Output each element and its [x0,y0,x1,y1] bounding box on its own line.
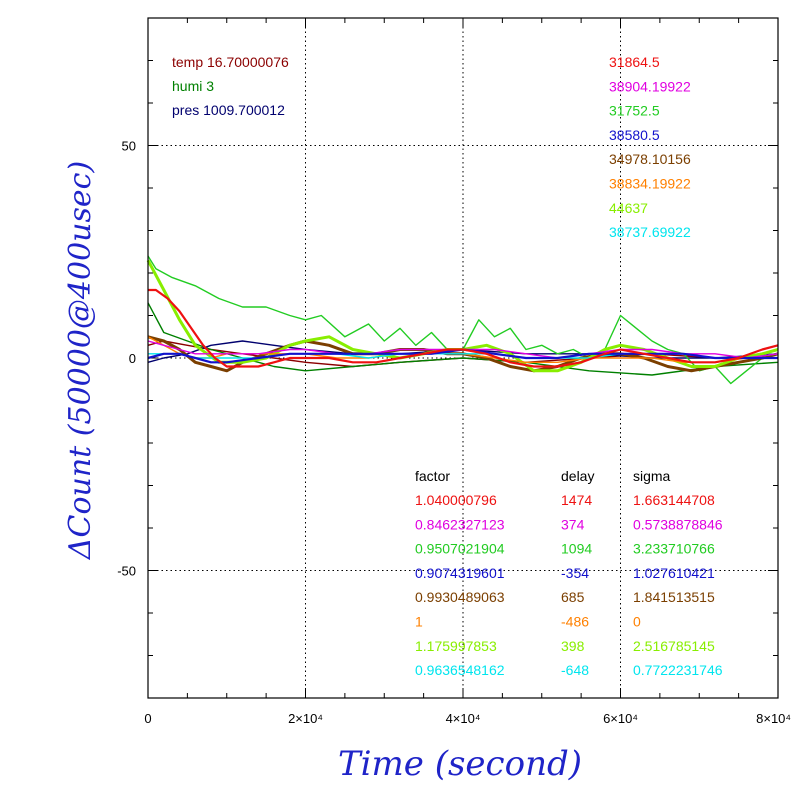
stats-sigma-6: 2.516785145 [633,638,715,654]
stats-delay-6: 398 [561,638,585,654]
stats-factor-7: 0.9636548162 [415,662,505,678]
stats-header-delay: delay [561,468,594,484]
stats-header-factor: factor [415,468,450,484]
x-tick-labels: 0 2×10⁴ 4×10⁴ 6×10⁴ 8×10⁴ [144,711,791,726]
stats-factor-0: 1.040000796 [415,492,497,508]
stats-sigma-2: 3.233710766 [633,541,715,557]
x-tick-label-0: 0 [144,711,151,726]
stats-factor-4: 0.9930489063 [415,589,505,605]
stats-sigma-1: 0.5738878846 [633,516,723,532]
reference-value-5: 38834.19922 [609,176,691,192]
y-tick-label-1: 0 [129,351,136,366]
reference-value-1: 38904.19922 [609,78,691,94]
reference-value-4: 34978.10156 [609,151,691,167]
stats-sigma-7: 0.7722231746 [633,662,723,678]
stats-delay-3: -354 [561,565,589,581]
x-tick-label-1: 2×10⁴ [288,711,323,726]
env-label-1: humi 3 [172,78,214,94]
x-tick-label-2: 4×10⁴ [446,711,481,726]
x-tick-label-4: 8×10⁴ [756,711,791,726]
reference-value-7: 38737.69922 [609,224,691,240]
reference-value-0: 31864.5 [609,54,660,70]
stats-delay-2: 1094 [561,541,592,557]
series-layer [146,255,779,385]
plot-frame [147,17,779,699]
stats-delay-1: 374 [561,516,585,532]
y-tick-labels: 50 0 -50 [117,139,136,579]
env-label-0: temp 16.70000076 [172,54,289,70]
stats-delay-4: 685 [561,589,585,605]
stats-header-sigma: sigma [633,468,671,484]
reference-values: 31864.5 38904.19922 31752.5 38580.5 34978.10… [609,54,691,240]
env-label-2: pres 1009.700012 [172,102,285,118]
stats-factor-3: 0.9074319601 [415,565,505,581]
series-line-10 [148,288,779,368]
x-tick-label-3: 6×10⁴ [603,711,638,726]
stats-factor-2: 0.9507021904 [415,541,505,557]
stats-sigma-0: 1.663144708 [633,492,715,508]
stats-sigma-5: 0 [633,614,641,630]
stats-delay-0: 1474 [561,492,592,508]
reference-value-6: 44637 [609,200,648,216]
stats-factor-1: 0.8462327123 [415,516,505,532]
x-axis-title: Time (second) [338,744,582,784]
stats-factor-6: 1.175997853 [415,638,497,654]
y-tick-label-2: -50 [117,564,136,579]
stats-sigma-4: 1.841513515 [633,589,715,605]
stats-delay-5: -486 [561,614,589,630]
reference-value-2: 31752.5 [609,103,660,119]
stats-table: factor delay sigma 1.040000796 1474 1.6631447… [415,468,723,678]
stats-factor-5: 1 [415,614,423,630]
y-tick-label-0: 50 [122,139,136,154]
series-line-8 [147,340,779,359]
series-line-9 [147,348,778,364]
reference-value-3: 38580.5 [609,127,660,143]
stats-sigma-3: 1.027610421 [633,565,715,581]
env-labels: temp 16.70000076 humi 3 pres 1009.700012 [172,54,289,118]
stats-delay-7: -648 [561,662,589,678]
y-axis-title: ΔCount (50000@400usec) [63,161,98,560]
